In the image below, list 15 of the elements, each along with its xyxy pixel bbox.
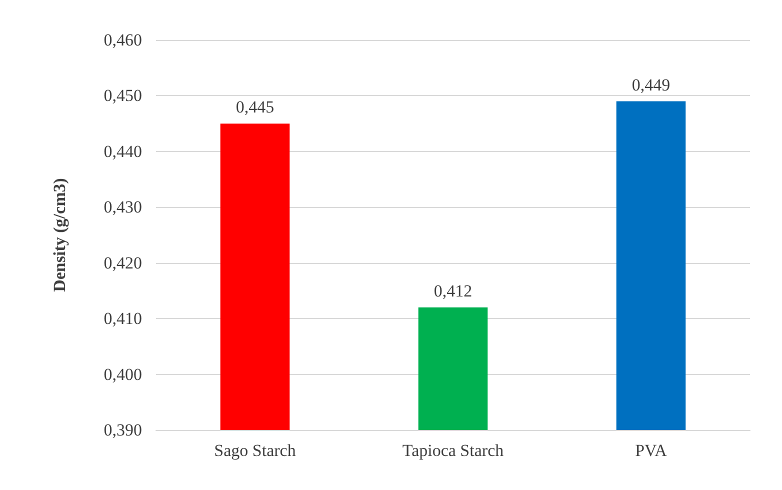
data-label: 0,445 (236, 98, 274, 117)
y-tick-label: 0,400 (104, 364, 142, 384)
y-axis-title: Density (g/cm3) (50, 178, 69, 292)
y-tick-label: 0,420 (104, 253, 142, 272)
x-tick-label: Tapioca Starch (402, 441, 504, 460)
data-label: 0,412 (434, 281, 472, 300)
x-tick-label: Sago Starch (214, 441, 296, 460)
y-tick-label: 0,430 (104, 198, 142, 217)
y-tick-label: 0,410 (104, 309, 142, 328)
y-tick-label: 0,390 (104, 420, 142, 440)
y-tick-label: 0,460 (104, 30, 142, 50)
y-tick-label: 0,440 (104, 142, 142, 161)
x-tick-label: PVA (635, 441, 668, 460)
y-tick-label: 0,450 (104, 86, 142, 106)
data-label: 0,449 (632, 75, 670, 94)
